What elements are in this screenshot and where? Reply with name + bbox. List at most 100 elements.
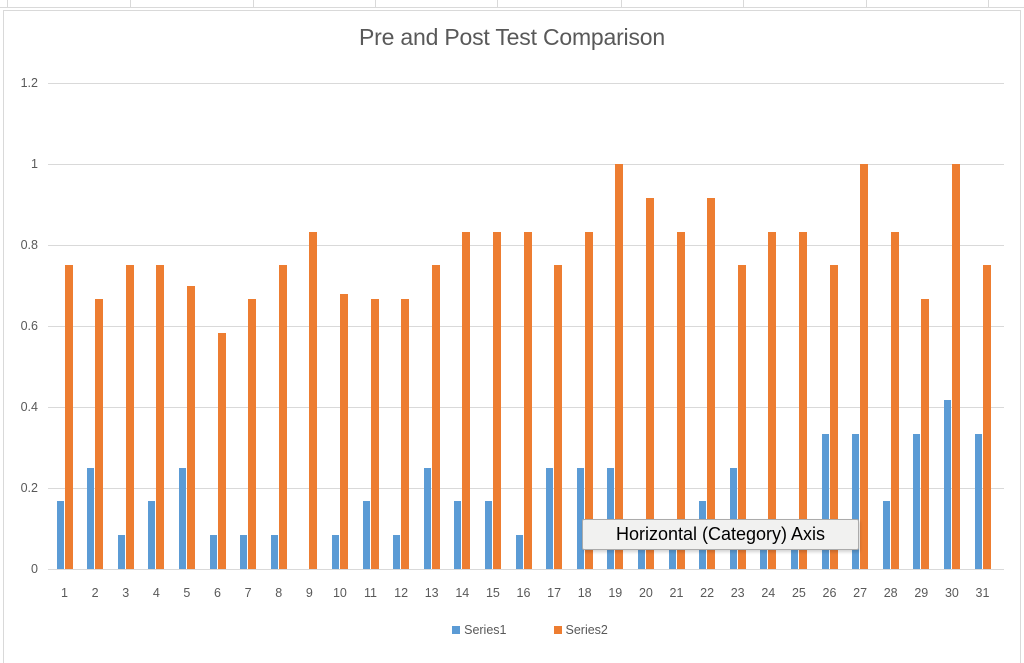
x-axis-tick-label[interactable]: 20 (638, 586, 653, 600)
x-axis-tick-label[interactable]: 10 (332, 586, 347, 600)
chart-title[interactable]: Pre and Post Test Comparison (359, 24, 665, 50)
y-axis-tick-label[interactable]: 0.8 (20, 238, 38, 252)
x-axis-tick-label[interactable]: 8 (275, 586, 283, 600)
x-axis-tick-label[interactable]: 2 (91, 586, 99, 600)
x-axis-tick-label[interactable]: 9 (305, 586, 313, 600)
series1-bar[interactable] (117, 535, 125, 569)
series1-bar[interactable] (943, 400, 951, 569)
y-axis-tick-label[interactable]: 0.2 (20, 481, 38, 495)
series1-bar[interactable] (209, 535, 217, 569)
series1-bar[interactable] (484, 501, 492, 569)
x-axis-tick-label[interactable]: 4 (152, 586, 160, 600)
series1-bar[interactable] (852, 434, 860, 569)
series1-bar[interactable] (331, 535, 339, 569)
series2-bar[interactable] (462, 231, 471, 569)
series1-bar[interactable] (576, 467, 584, 569)
series2-bar[interactable] (523, 231, 532, 569)
series2-bar[interactable] (431, 265, 440, 569)
series2-bar[interactable] (707, 197, 716, 569)
series2-bar[interactable] (248, 298, 257, 569)
series2-bar[interactable] (401, 298, 410, 569)
x-axis-tick-label[interactable]: 6 (214, 586, 221, 600)
series1-bar[interactable] (87, 467, 95, 569)
x-axis-tick-label[interactable]: 26 (822, 586, 837, 600)
series1-bar[interactable] (240, 535, 248, 569)
legend[interactable]: Series1 Series2 (40, 622, 1020, 638)
series1-bar[interactable] (423, 467, 431, 569)
series2-bar[interactable] (370, 298, 379, 569)
y-axis-tick-label[interactable]: 0.4 (20, 400, 38, 414)
series1-bar[interactable] (148, 501, 156, 569)
series2-bar[interactable] (921, 298, 930, 569)
x-axis-tick-label[interactable]: 15 (485, 586, 500, 600)
x-axis-tick-label[interactable]: 3 (122, 586, 130, 600)
x-axis-tick-label[interactable]: 1 (61, 586, 68, 600)
y-axis-tick-label[interactable]: 0.6 (20, 319, 38, 333)
series1-bar[interactable] (637, 535, 645, 569)
legend-item-series1[interactable]: Series1 (452, 623, 507, 637)
x-axis-tick-label[interactable]: 12 (394, 586, 409, 600)
series1-bar[interactable] (454, 501, 462, 569)
x-axis-tick-label[interactable]: 5 (183, 586, 191, 600)
x-axis-tick-label[interactable]: 29 (914, 586, 929, 600)
x-axis-tick-label[interactable]: 27 (853, 586, 868, 600)
x-axis-tick-label[interactable]: 11 (364, 586, 377, 600)
series1-bar[interactable] (729, 467, 737, 569)
x-axis-tick-label[interactable]: 25 (791, 586, 806, 600)
series2-bar[interactable] (156, 265, 165, 569)
series2-bar[interactable] (339, 293, 348, 569)
series2-bar[interactable] (645, 197, 654, 569)
series2-bar[interactable] (737, 265, 746, 569)
series2-bar[interactable] (309, 231, 318, 569)
x-axis-tick-label[interactable]: 30 (944, 586, 959, 600)
x-axis-tick-label[interactable]: 17 (547, 586, 562, 600)
series1-bar[interactable] (760, 535, 768, 569)
series2-bar[interactable] (186, 285, 195, 569)
series1-bar[interactable] (668, 535, 676, 569)
x-axis-tick-label[interactable]: 7 (244, 586, 252, 600)
series2-bar[interactable] (217, 332, 226, 569)
x-axis-tick-label[interactable]: 18 (577, 586, 592, 600)
series1-bar[interactable] (515, 535, 523, 569)
y-axis-tick-label[interactable]: 0 (31, 562, 38, 576)
series2-bar[interactable] (860, 164, 869, 569)
series2-bar[interactable] (951, 164, 960, 569)
x-axis-tick-label[interactable]: 31 (975, 586, 990, 600)
series1-bar[interactable] (178, 467, 186, 569)
series1-bar[interactable] (607, 467, 615, 569)
series2-bar[interactable] (584, 231, 593, 569)
series2-bar[interactable] (768, 231, 777, 569)
series2-bar[interactable] (125, 265, 134, 569)
series2-bar[interactable] (798, 231, 807, 569)
series2-bar[interactable] (890, 231, 899, 569)
series2-bar[interactable] (95, 298, 104, 569)
x-axis-tick-label[interactable]: 23 (730, 586, 745, 600)
legend-item-series2[interactable]: Series2 (553, 623, 608, 637)
series1-bar[interactable] (790, 535, 798, 569)
series2-bar[interactable] (615, 164, 624, 569)
series1-bar[interactable] (56, 501, 64, 569)
series1-bar[interactable] (270, 535, 278, 569)
y-axis-tick-label[interactable]: 1 (31, 157, 38, 171)
x-axis-tick-label[interactable]: 16 (516, 586, 531, 600)
series2-bar[interactable] (676, 231, 685, 569)
series2-bar[interactable] (982, 265, 991, 569)
series1-bar[interactable] (546, 467, 554, 569)
series2-bar[interactable] (829, 265, 838, 569)
x-axis-tick-label[interactable]: 28 (883, 586, 898, 600)
series1-bar[interactable] (393, 535, 401, 569)
x-axis-tick-label[interactable]: 22 (700, 586, 715, 600)
x-axis-tick-label[interactable]: 14 (455, 586, 470, 600)
series1-bar[interactable] (882, 501, 890, 569)
series2-bar[interactable] (278, 265, 287, 569)
x-axis-tick-label[interactable]: 24 (761, 586, 776, 600)
x-axis-tick-label[interactable]: 13 (424, 586, 439, 600)
series1-bar[interactable] (974, 434, 982, 569)
x-axis-tick-label[interactable]: 19 (608, 586, 623, 600)
series1-bar[interactable] (821, 434, 829, 569)
series1-bar[interactable] (362, 501, 370, 569)
series2-bar[interactable] (492, 231, 501, 569)
series2-bar[interactable] (554, 265, 563, 569)
y-axis-tick-label[interactable]: 1.2 (20, 76, 38, 90)
series2-bar[interactable] (64, 265, 73, 569)
